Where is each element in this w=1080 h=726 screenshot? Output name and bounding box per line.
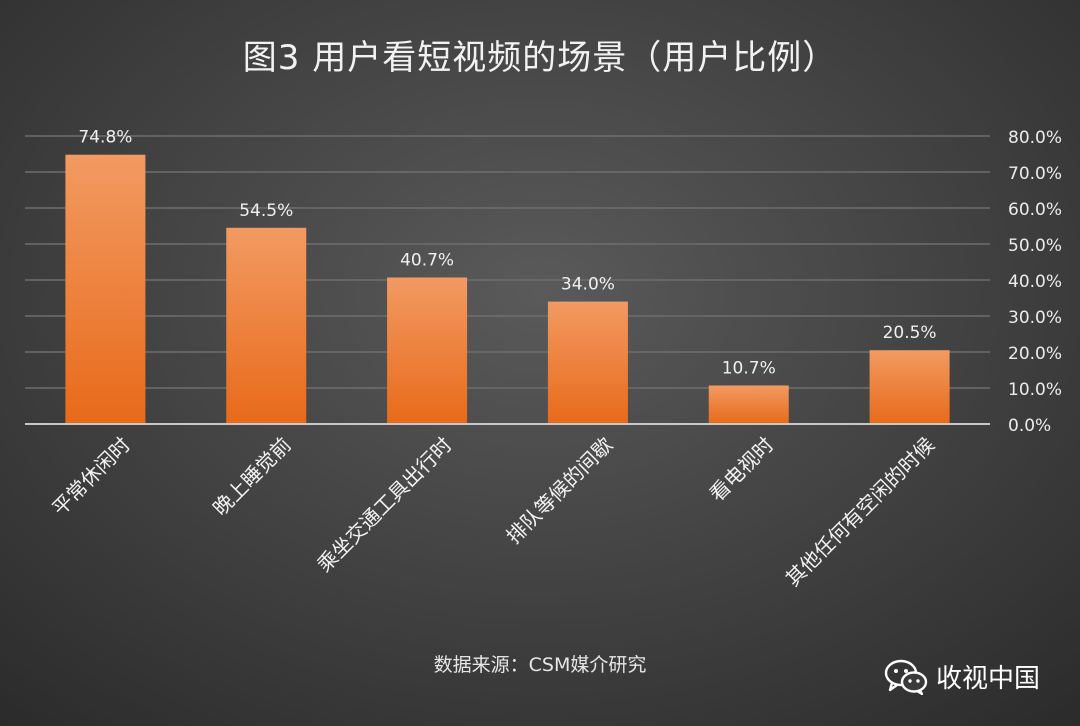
watermark-text: 收视中国 [936, 664, 1041, 694]
gridlines [25, 135, 990, 389]
y-tick-label: 30.0% [1008, 308, 1062, 328]
category-label: 看电视时 [705, 433, 779, 507]
category-label: 晚上睡觉前 [208, 433, 296, 521]
bar [226, 227, 307, 424]
data-label: 10.7% [722, 358, 776, 378]
data-label: 54.5% [239, 201, 293, 221]
category-label: 排队等候的间歇 [501, 433, 617, 549]
bar [708, 385, 789, 424]
y-tick-label: 20.0% [1008, 344, 1062, 364]
y-tick-label: 0.0% [1008, 416, 1051, 436]
category-label: 平常休闲时 [47, 433, 135, 521]
chart-title: 图3 用户看短视频的场景（用户比例） [242, 38, 838, 78]
data-label: 74.8% [78, 128, 132, 148]
watermark: 收视中国 [884, 658, 1040, 695]
wechat-icon [884, 659, 928, 695]
bar [547, 301, 628, 424]
category-label: 乘坐交通工具出行时 [312, 433, 456, 577]
bar [65, 154, 146, 424]
source-note: 数据来源：CSM媒介研究 [433, 654, 647, 676]
y-tick-label: 10.0% [1008, 380, 1062, 400]
data-label: 20.5% [883, 323, 937, 343]
y-tick-label: 40.0% [1008, 272, 1062, 292]
data-label: 40.7% [400, 250, 454, 270]
y-tick-label: 60.0% [1008, 200, 1062, 220]
y-tick-label: 50.0% [1008, 236, 1062, 256]
bar [387, 277, 468, 424]
data-label: 34.0% [561, 275, 615, 295]
y-tick-label: 80.0% [1008, 128, 1062, 148]
category-label: 其他任何有空闲的时候 [781, 433, 939, 591]
y-tick-label: 70.0% [1008, 164, 1062, 184]
bars [65, 154, 950, 424]
bar [869, 350, 950, 424]
